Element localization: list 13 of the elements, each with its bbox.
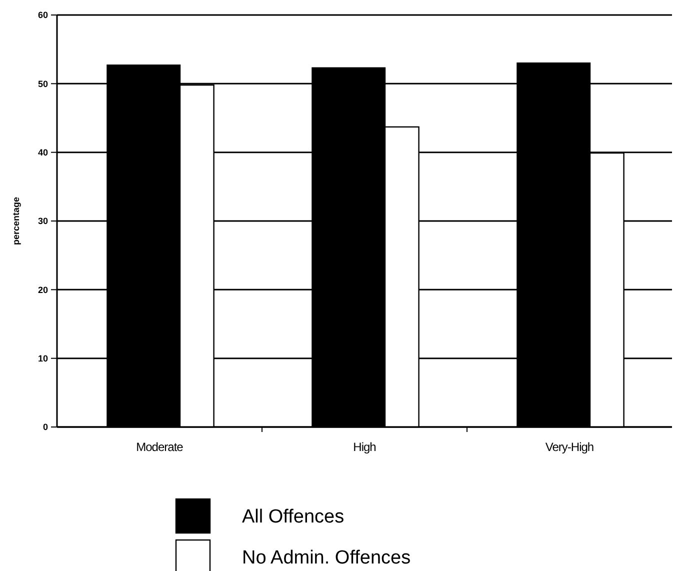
y-tick-label: 60 <box>38 10 48 20</box>
x-tick-label: Moderate <box>136 440 184 454</box>
y-tick-label: 40 <box>38 147 48 158</box>
y-tick-label: 20 <box>38 284 48 295</box>
y-tick-label: 10 <box>38 353 48 364</box>
y-tick-label: 50 <box>38 78 48 89</box>
x-tick-label: Very-High <box>545 440 594 454</box>
y-tick-label: 30 <box>38 216 48 226</box>
y-tick-label: 0 <box>42 422 48 432</box>
legend-label: No Admin. Offences <box>242 548 411 569</box>
y-axis-title: percentage <box>11 196 21 246</box>
x-tick-label: High <box>353 440 376 454</box>
legend-label: All Offences <box>242 506 344 528</box>
